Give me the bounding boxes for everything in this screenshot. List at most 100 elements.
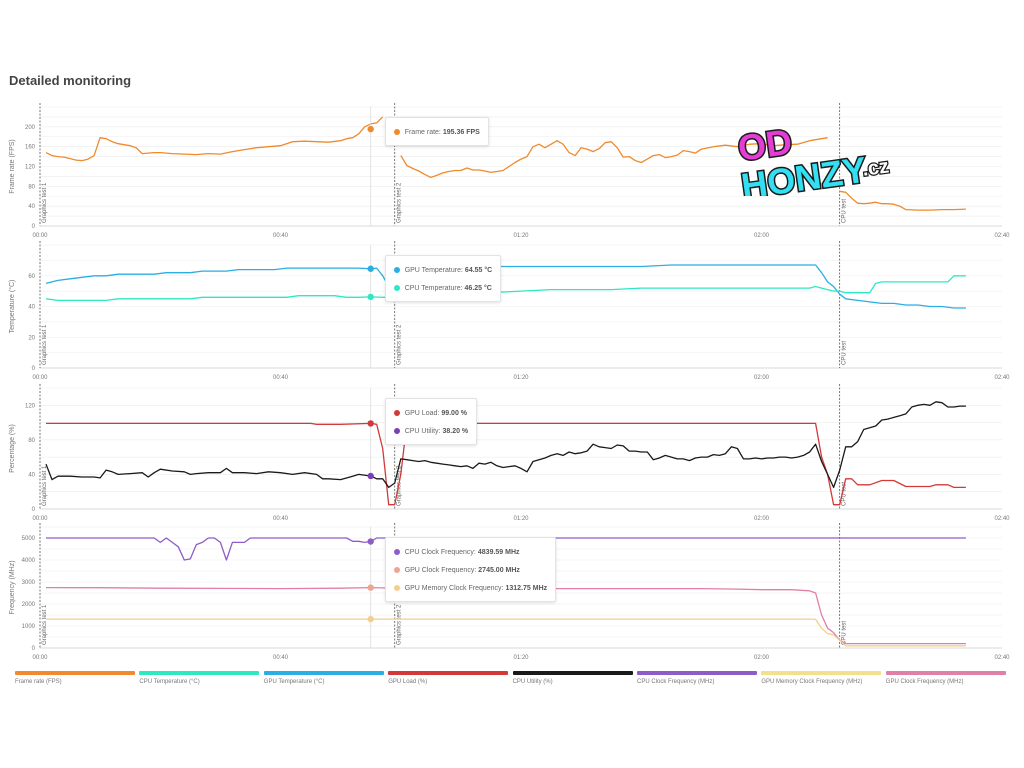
tooltip-dot (393, 129, 400, 135)
legend-item[interactable]: Frame rate (FPS) (15, 671, 135, 685)
y-tick-label: 0 (32, 224, 36, 230)
legend-item[interactable]: CPU Clock Frequency (MHz) (637, 671, 757, 685)
x-tick-label: 02:40 (994, 516, 1010, 522)
x-tick-label: 00:00 (32, 375, 48, 381)
y-tick-label: 60 (28, 274, 35, 280)
section-marker-label: CPU test (842, 199, 848, 223)
y-tick-label: 0 (32, 507, 36, 513)
y-tick-label: 1000 (22, 624, 36, 630)
y-tick-label: 2000 (22, 602, 36, 608)
legend-swatch (512, 671, 633, 675)
tooltip-dot (393, 428, 400, 434)
y-axis-label: Frame rate (FPS) (9, 139, 16, 193)
legend-label: CPU Temperature (°C) (139, 679, 200, 685)
x-tick-label: 01:20 (513, 233, 529, 239)
y-tick-label: 20 (28, 335, 35, 341)
legend-label: CPU Utility (%) (512, 679, 553, 685)
hover-point (367, 615, 374, 623)
tooltip-series-name: CPU Clock Frequency: (404, 548, 476, 556)
tooltip-row: GPU Clock Frequency: 2745.00 MHz (393, 561, 547, 579)
y-tick-label: 120 (25, 165, 36, 171)
y-tick-label: 4000 (22, 558, 36, 564)
x-tick-label: 00:40 (273, 233, 289, 239)
x-tick-label: 00:00 (32, 516, 48, 522)
legend-item[interactable]: GPU Load (%) (388, 671, 509, 685)
tooltip-value: 2745.00 MHz (478, 566, 520, 574)
logo-text-od: OD (735, 121, 794, 169)
hover-point (367, 125, 374, 133)
tooltip-row: GPU Memory Clock Frequency: 1312.75 MHz (393, 579, 547, 597)
y-axis-label: Percentage (%) (9, 424, 16, 473)
tooltip-series-name: CPU Temperature: (404, 284, 463, 292)
tooltip-value: 195.36 FPS (442, 128, 480, 136)
x-tick-label: 01:20 (513, 375, 529, 381)
tooltip-row: Frame rate: 195.36 FPS (393, 123, 480, 141)
legend-label: GPU Clock Frequency (MHz) (885, 679, 964, 685)
legend-item[interactable]: GPU Temperature (°C) (263, 671, 384, 685)
tooltip-dot (393, 267, 400, 273)
legend-item[interactable]: GPU Memory Clock Frequency (MHz) (761, 671, 882, 685)
chart-panel-1: 0 40 80 120 160 200 Frame rate (FPS) 00:00 00:40… (9, 103, 1010, 239)
tooltip-dot (393, 410, 400, 416)
legend-item[interactable]: GPU Clock Frequency (MHz) (885, 671, 1006, 685)
y-tick-label: 0 (32, 646, 36, 652)
tooltip-value: 99.00 % (441, 409, 468, 417)
tooltip: GPU Load: 99.00 % CPU Utility: 38.20 % (384, 398, 478, 445)
logo-text-cz: .cz (861, 155, 890, 181)
tooltip-dot (393, 549, 400, 555)
section-marker-label: Graphics test 1 (42, 465, 48, 506)
x-tick-label: 00:00 (32, 233, 48, 239)
x-tick-label: 02:40 (994, 655, 1010, 661)
y-tick-label: 40 (28, 305, 35, 311)
chart-panel-4: 0 1000 2000 3000 4000 5000 Frequency (MHz) 00:0… (9, 523, 1010, 661)
section-marker-label: Graphics test 1 (42, 604, 48, 645)
tooltip-row: CPU Clock Frequency: 4839.59 MHz (393, 543, 547, 561)
y-tick-label: 40 (28, 204, 35, 210)
x-tick-label: 02:40 (994, 233, 1010, 239)
hover-point (367, 584, 374, 591)
section-marker-label: Graphics test 1 (42, 324, 48, 365)
series-line (45, 116, 966, 211)
legend-swatch (761, 671, 882, 675)
legend-label: Frame rate (FPS) (15, 679, 62, 685)
legend-swatch (263, 671, 384, 675)
hover-point (367, 472, 374, 480)
legend-item[interactable]: CPU Utility (%) (512, 671, 633, 685)
y-tick-label: 200 (25, 125, 36, 131)
tooltip-value: 46.25 °C (464, 284, 492, 292)
y-tick-label: 80 (28, 184, 35, 190)
chart-panel-3: 0 40 80 120 Percentage (%) 00:00 00:40 01:20 02:… (9, 384, 1010, 522)
tooltip-value: 64.55 °C (464, 266, 493, 274)
x-tick-label: 00:40 (273, 516, 289, 522)
series-line (45, 401, 966, 489)
legend-swatch (637, 671, 757, 675)
y-tick-label: 80 (28, 438, 35, 444)
odhonzy-logo: OD HONZY .cz (734, 119, 892, 196)
section-marker-label: Graphics test 1 (42, 182, 48, 223)
hover-point (367, 293, 374, 301)
legend-swatch (15, 671, 135, 675)
legend-label: GPU Load (%) (388, 679, 428, 685)
x-tick-label: 02:00 (754, 655, 770, 661)
tooltip: GPU Temperature: 64.55 °C CPU Temperature:… (384, 255, 502, 302)
tooltip-dot (393, 567, 400, 573)
series-line (45, 275, 966, 302)
tooltip-series-name: GPU Memory Clock Frequency: (404, 584, 504, 592)
series-line (46, 422, 966, 506)
x-tick-label: 02:00 (754, 516, 770, 522)
x-tick-label: 02:00 (754, 233, 770, 239)
x-tick-label: 00:40 (273, 375, 289, 381)
y-tick-label: 3000 (22, 580, 36, 586)
x-tick-label: 02:40 (994, 375, 1010, 381)
section-marker-label: Graphics test 2 (397, 182, 403, 223)
tooltip-value: 4839.59 MHz (477, 548, 520, 556)
section-marker-label: CPU test (842, 621, 848, 645)
legend-swatch (139, 671, 260, 675)
legend-label: GPU Memory Clock Frequency (MHz) (761, 679, 863, 685)
x-tick-label: 00:40 (273, 655, 289, 661)
tooltip-series-name: GPU Load: (404, 409, 440, 417)
tooltip-row: GPU Temperature: 64.55 °C (393, 261, 493, 279)
series-line (45, 264, 966, 309)
legend-item[interactable]: CPU Temperature (°C) (139, 671, 260, 685)
hover-point (367, 265, 374, 272)
